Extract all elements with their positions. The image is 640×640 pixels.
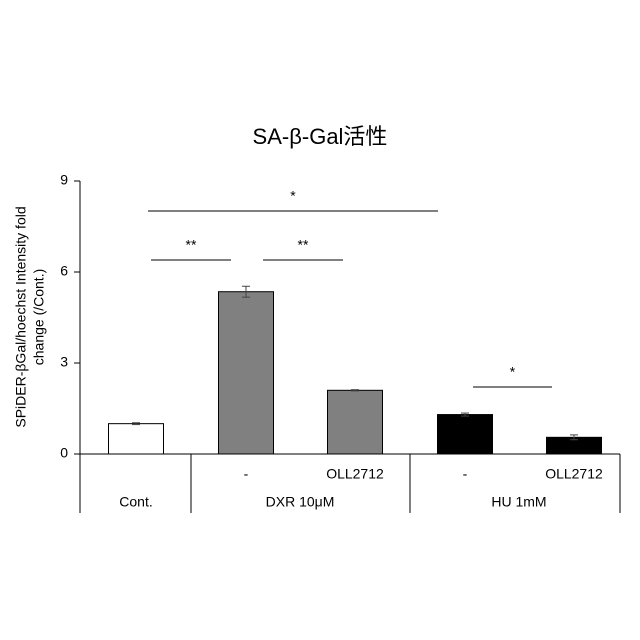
group-label: HU 1mM [491, 494, 546, 510]
significance-label: ** [298, 237, 309, 253]
bar [219, 292, 274, 454]
chart: SA-β-Gal活性 0 3 6 9 SPiDER-βGal/hoechst Inten… [0, 0, 640, 640]
bar [109, 424, 164, 454]
y-tick-label: 6 [60, 263, 68, 279]
x-tick-label: OLL2712 [545, 466, 603, 482]
x-tick-label: - [463, 466, 468, 482]
x-tick-label: - [244, 466, 249, 482]
chart-title: SA-β-Gal活性 [253, 124, 388, 149]
significance-label: * [290, 188, 296, 204]
y-axis-label: change (/Cont.) [31, 269, 47, 366]
group-label: DXR 10μM [266, 494, 335, 510]
y-tick-label: 0 [60, 445, 68, 461]
group-label: Cont. [119, 494, 152, 510]
bar [438, 415, 493, 454]
bar [328, 390, 383, 454]
y-tick-label: 3 [60, 354, 68, 370]
x-tick-label: OLL2712 [326, 466, 384, 482]
y-tick-label: 9 [60, 172, 68, 188]
y-axis-label: SPiDER-βGal/hoechst Intensity fold [13, 206, 29, 427]
significance-label: * [510, 364, 516, 380]
significance-label: ** [186, 237, 197, 253]
